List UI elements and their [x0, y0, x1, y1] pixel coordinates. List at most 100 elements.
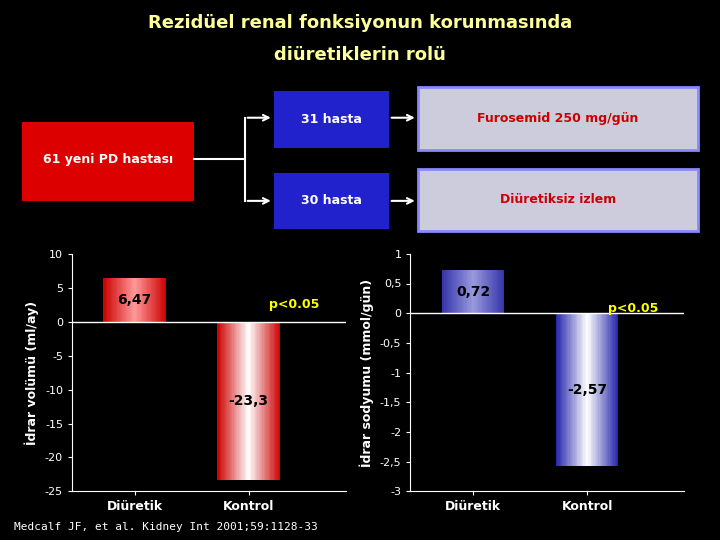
Bar [497, 271, 498, 313]
Bar [442, 271, 443, 313]
Bar [150, 278, 151, 322]
Bar [581, 313, 582, 466]
Bar [571, 313, 572, 466]
Text: 31 hasta: 31 hasta [301, 113, 361, 126]
Bar [582, 313, 583, 466]
FancyBboxPatch shape [274, 173, 389, 229]
Bar [111, 278, 112, 322]
Bar [592, 313, 593, 466]
Bar [125, 278, 126, 322]
Bar [116, 278, 117, 322]
Bar [493, 271, 495, 313]
Bar [448, 271, 449, 313]
Bar [586, 313, 587, 466]
Bar [607, 313, 608, 466]
Bar [261, 322, 263, 480]
Bar [260, 322, 261, 480]
Bar [236, 322, 238, 480]
FancyBboxPatch shape [418, 168, 698, 231]
Bar [250, 322, 251, 480]
Text: -2,57: -2,57 [567, 382, 607, 396]
Bar [246, 322, 248, 480]
Bar [122, 278, 123, 322]
Bar [487, 271, 488, 313]
Bar [229, 322, 230, 480]
Bar [231, 322, 233, 480]
Bar [277, 322, 279, 480]
Bar [615, 313, 616, 466]
Bar [495, 271, 497, 313]
Bar [585, 313, 586, 466]
Bar [126, 278, 127, 322]
Bar [447, 271, 448, 313]
Bar [603, 313, 605, 466]
FancyBboxPatch shape [274, 91, 389, 148]
Text: -23,3: -23,3 [229, 394, 269, 408]
Bar [120, 278, 121, 322]
Bar [588, 313, 590, 466]
Bar [220, 322, 221, 480]
Bar [498, 271, 500, 313]
Text: 6,47: 6,47 [117, 293, 152, 307]
Bar [575, 313, 576, 466]
Bar [233, 322, 234, 480]
Bar [226, 322, 228, 480]
Text: 30 hasta: 30 hasta [301, 194, 361, 207]
Bar [471, 271, 472, 313]
Bar [573, 313, 575, 466]
Bar [476, 271, 477, 313]
Bar [265, 322, 266, 480]
Bar [264, 322, 265, 480]
Bar [123, 278, 125, 322]
Bar [217, 322, 219, 480]
Bar [130, 278, 131, 322]
Text: Furosemid 250 mg/gün: Furosemid 250 mg/gün [477, 112, 639, 125]
Bar [451, 271, 453, 313]
Y-axis label: İdrar sodyumu (mmol/gün): İdrar sodyumu (mmol/gün) [359, 279, 374, 467]
Bar [587, 313, 588, 466]
Bar [133, 278, 135, 322]
Bar [502, 271, 503, 313]
Text: Medcalf JF, et al. Kidney Int 2001;59:1128-33: Medcalf JF, et al. Kidney Int 2001;59:11… [14, 522, 318, 532]
Bar [138, 278, 140, 322]
Bar [221, 322, 222, 480]
Bar [562, 313, 563, 466]
Bar [241, 322, 243, 480]
Bar [459, 271, 461, 313]
Bar [127, 278, 128, 322]
Bar [106, 278, 107, 322]
Bar [567, 313, 568, 466]
Bar [256, 322, 258, 480]
Bar [466, 271, 467, 313]
Bar [248, 322, 250, 480]
Bar [136, 278, 138, 322]
Bar [251, 322, 253, 480]
Bar [132, 278, 133, 322]
Bar [488, 271, 490, 313]
Bar [602, 313, 603, 466]
Bar [276, 322, 277, 480]
Bar [482, 271, 483, 313]
Bar [268, 322, 269, 480]
Bar [131, 278, 132, 322]
Bar [468, 271, 469, 313]
Bar [245, 322, 246, 480]
Bar [563, 313, 564, 466]
Bar [492, 271, 493, 313]
Bar [467, 271, 468, 313]
Bar [557, 313, 558, 466]
Bar [112, 278, 113, 322]
Bar [578, 313, 580, 466]
Bar [483, 271, 485, 313]
Bar [503, 271, 505, 313]
Bar [271, 322, 273, 480]
Bar [158, 278, 160, 322]
Text: diüretiklerin rolü: diüretiklerin rolü [274, 46, 446, 64]
Bar [616, 313, 617, 466]
Text: p<0.05: p<0.05 [608, 302, 658, 315]
Bar [263, 322, 264, 480]
Text: Diüretiksiz izlem: Diüretiksiz izlem [500, 193, 616, 206]
Bar [485, 271, 487, 313]
Bar [561, 313, 562, 466]
Bar [461, 271, 462, 313]
